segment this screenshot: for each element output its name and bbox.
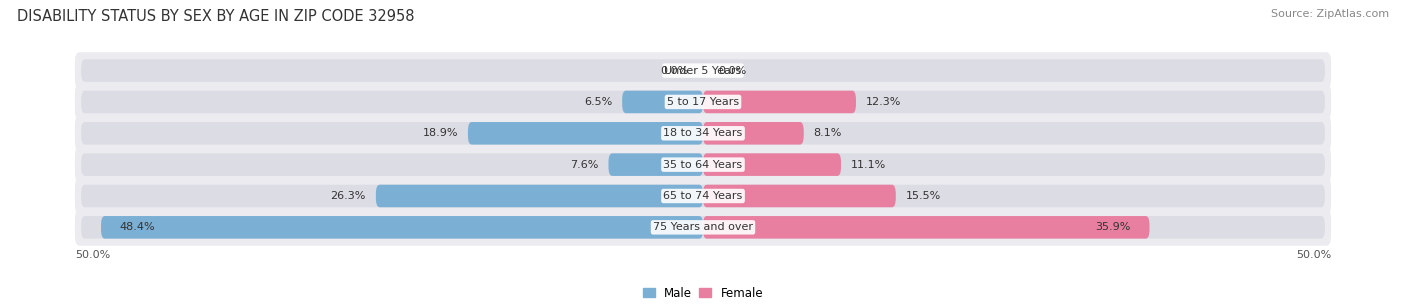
FancyBboxPatch shape [82, 153, 1324, 176]
Text: DISABILITY STATUS BY SEX BY AGE IN ZIP CODE 32958: DISABILITY STATUS BY SEX BY AGE IN ZIP C… [17, 9, 415, 24]
Text: 12.3%: 12.3% [866, 97, 901, 107]
Text: 35.9%: 35.9% [1095, 222, 1130, 232]
FancyBboxPatch shape [609, 153, 703, 176]
Text: 18.9%: 18.9% [422, 128, 458, 138]
Text: 0.0%: 0.0% [659, 66, 688, 76]
Text: 5 to 17 Years: 5 to 17 Years [666, 97, 740, 107]
Text: 65 to 74 Years: 65 to 74 Years [664, 191, 742, 201]
FancyBboxPatch shape [703, 216, 1150, 239]
FancyBboxPatch shape [621, 91, 703, 113]
Text: 7.6%: 7.6% [571, 160, 599, 170]
FancyBboxPatch shape [82, 122, 1324, 145]
Text: 6.5%: 6.5% [583, 97, 612, 107]
Text: 8.1%: 8.1% [814, 128, 842, 138]
FancyBboxPatch shape [82, 185, 1324, 207]
FancyBboxPatch shape [375, 185, 703, 207]
Text: 50.0%: 50.0% [1296, 250, 1331, 260]
Text: 26.3%: 26.3% [330, 191, 366, 201]
FancyBboxPatch shape [82, 59, 1324, 82]
Text: 35 to 64 Years: 35 to 64 Years [664, 160, 742, 170]
FancyBboxPatch shape [75, 115, 1331, 152]
FancyBboxPatch shape [75, 178, 1331, 214]
FancyBboxPatch shape [101, 216, 703, 239]
Legend: Male, Female: Male, Female [643, 287, 763, 299]
Text: Source: ZipAtlas.com: Source: ZipAtlas.com [1271, 9, 1389, 19]
FancyBboxPatch shape [703, 91, 856, 113]
Text: 50.0%: 50.0% [75, 250, 110, 260]
Text: 11.1%: 11.1% [851, 160, 886, 170]
FancyBboxPatch shape [703, 153, 841, 176]
FancyBboxPatch shape [75, 209, 1331, 246]
Text: 18 to 34 Years: 18 to 34 Years [664, 128, 742, 138]
Text: 15.5%: 15.5% [905, 191, 941, 201]
Text: 48.4%: 48.4% [120, 222, 155, 232]
FancyBboxPatch shape [468, 122, 703, 145]
FancyBboxPatch shape [703, 185, 896, 207]
Text: 75 Years and over: 75 Years and over [652, 222, 754, 232]
FancyBboxPatch shape [82, 216, 1324, 239]
FancyBboxPatch shape [82, 91, 1324, 113]
Text: 0.0%: 0.0% [718, 66, 747, 76]
FancyBboxPatch shape [75, 52, 1331, 89]
FancyBboxPatch shape [703, 122, 804, 145]
FancyBboxPatch shape [75, 84, 1331, 120]
Text: Under 5 Years: Under 5 Years [665, 66, 741, 76]
FancyBboxPatch shape [75, 146, 1331, 183]
